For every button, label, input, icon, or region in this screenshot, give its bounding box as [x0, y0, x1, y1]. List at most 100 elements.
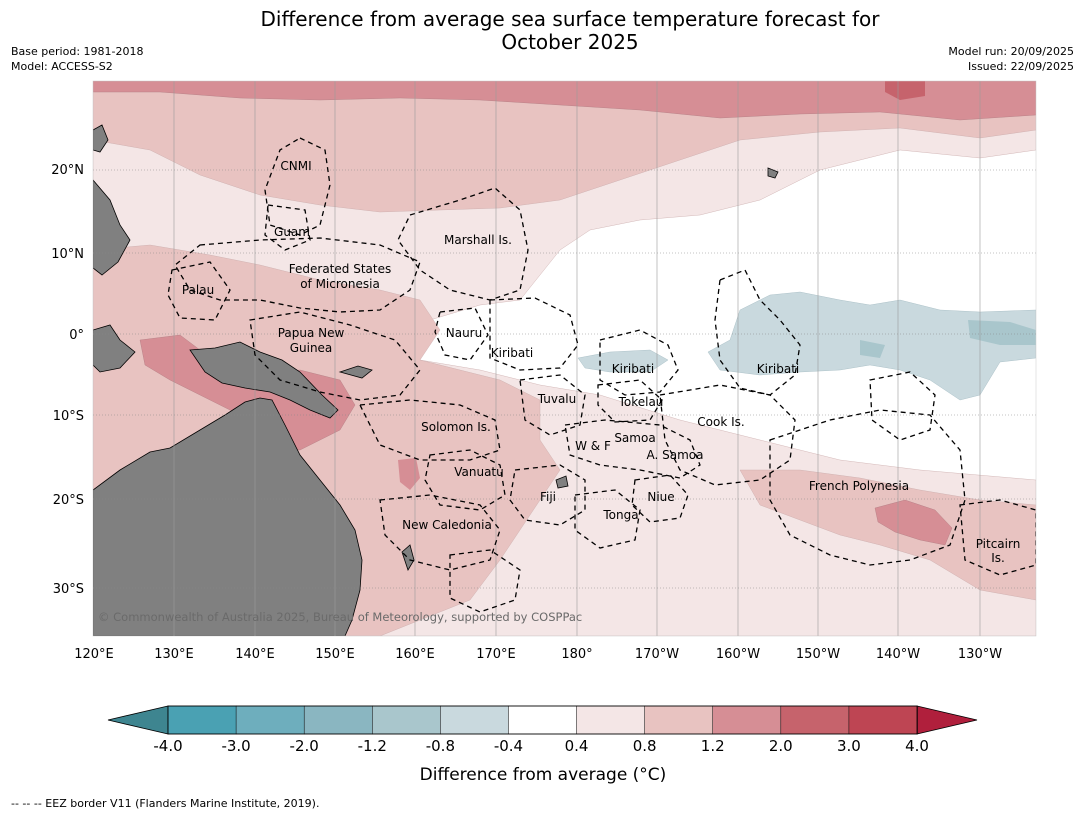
colorbar-tick-label: -0.8: [426, 737, 455, 755]
label-nauru: Nauru: [446, 326, 482, 340]
colorbar-tick-label: -1.2: [358, 737, 387, 755]
colorbar-segment: [644, 705, 714, 735]
map-frame: [92, 80, 1037, 637]
colorbar-tick-label: 1.2: [701, 737, 725, 755]
lon-label-130e: 130°E: [154, 647, 194, 662]
lat-label-20s: 20°S: [53, 493, 84, 508]
eez-kiribati-phoenix: [599, 329, 679, 396]
lon-label-140e: 140°E: [235, 647, 275, 662]
colorbar-tick-label: 0.4: [565, 737, 589, 755]
land-masses: [93, 124, 779, 636]
colorbar-segment: [372, 705, 442, 735]
eez-french-polynesia: [769, 409, 966, 566]
label-new-caledonia: New Caledonia: [402, 518, 492, 532]
colorbar-ticks: -4.0 -3.0 -2.0 -1.2 -0.8 -0.4 0.4 0.8 1.2 2.0 3.0 4…: [153, 737, 929, 755]
colorbar-tick-label: -2.0: [290, 737, 319, 755]
land-new-britain: [338, 365, 373, 379]
copyright-notice: © Commonwealth of Australia 2025, Bureau…: [98, 610, 582, 624]
label-tokelau: Tokelau: [618, 395, 664, 409]
label-cook: Cook Is.: [697, 415, 744, 429]
land-philippines: [93, 179, 131, 276]
colorbar-segment: [440, 705, 510, 735]
label-pitcairn-1: Pitcairn: [976, 537, 1021, 551]
colorbar-segment: [576, 705, 646, 735]
label-fiji: Fiji: [540, 490, 556, 504]
land-australia: [93, 397, 363, 636]
colorbar-segment: [848, 705, 918, 735]
lon-label-170e: 170°E: [476, 647, 516, 662]
eez-tokelau: [597, 379, 663, 423]
latitude-labels: 20°N 10°N 0° 10°S 20°S 30°S: [51, 163, 84, 597]
eez-new-zealand-islands: [449, 549, 521, 613]
label-palau: Palau: [182, 283, 214, 297]
meta-right: Model run: 20/09/2025 Issued: 22/09/2025: [948, 44, 1074, 74]
lon-label-160e: 160°E: [395, 647, 435, 662]
eez-fiji: [509, 464, 586, 526]
colorbar-segments: [167, 705, 918, 735]
lon-label-130w: 130°W: [958, 647, 1002, 662]
eez-fsm: [174, 237, 421, 313]
label-solomon: Solomon Is.: [421, 420, 491, 434]
label-pitcairn-2: Is.: [991, 551, 1005, 565]
colorbar-tick-label: 0.8: [633, 737, 657, 755]
anomaly-cool-mid: [860, 340, 885, 358]
land-hawaii: [767, 167, 779, 179]
lon-label-150e: 150°E: [315, 647, 355, 662]
lon-label-170w: 170°W: [635, 647, 679, 662]
colorbar-tick-label: 4.0: [905, 737, 929, 755]
colorbar-segment: [508, 705, 578, 735]
land-fiji: [555, 475, 569, 489]
eez-marshall: [397, 187, 529, 301]
label-tuvalu: Tuvalu: [537, 392, 577, 406]
label-wallis-futuna: W & F: [575, 439, 611, 453]
label-cnmi: CNMI: [280, 159, 311, 173]
eez-solomon: [358, 399, 501, 461]
title-line-1: Difference from average sea surface temp…: [260, 7, 880, 31]
label-niue: Niue: [647, 490, 674, 504]
land-borneo-sulawesi: [93, 324, 136, 373]
label-fsm-2: of Micronesia: [300, 277, 380, 291]
colorbar-frame: [167, 705, 918, 735]
colorbar-segment: [780, 705, 850, 735]
anomaly-strong-warm-vanuatu: [398, 458, 420, 490]
eez-borders: [167, 137, 1036, 613]
base-period: Base period: 1981-2018: [11, 45, 144, 58]
label-marshall: Marshall Is.: [444, 233, 512, 247]
label-fsm-1: Federated States: [289, 262, 391, 276]
eez-kiribati-gilbert: [489, 297, 579, 371]
eez-pitcairn: [959, 499, 1036, 576]
colorbar-extend-low: [107, 705, 169, 735]
label-kiribati-west: Kiribati: [491, 346, 533, 360]
lat-label-20n: 20°N: [51, 163, 84, 178]
gridlines: [93, 169, 1036, 589]
model-run: Model run: 20/09/2025: [948, 45, 1074, 58]
meta-left: Base period: 1981-2018 Model: ACCESS-S2: [11, 44, 143, 74]
map-plot-area: CNMI Guam Marshall Is. Federated States …: [93, 81, 1036, 636]
anomaly-strong-warm-se: [874, 499, 953, 546]
label-tonga: Tonga: [602, 508, 638, 522]
colorbar-segment: [167, 705, 237, 735]
lon-label-140w: 140°W: [876, 647, 920, 662]
eez-kiribati-line: [714, 269, 801, 396]
colorbar-tick-label: -4.0: [153, 737, 182, 755]
land-taiwan: [93, 124, 109, 153]
eez-tonga: [574, 489, 641, 549]
eez-cnmi: [264, 137, 331, 236]
label-samoa: Samoa: [614, 431, 655, 445]
eez-footnote: -- -- -- EEZ border V11 (Flanders Marine…: [11, 797, 320, 810]
longitude-labels: 120°E 130°E 140°E 150°E 160°E 170°E 180°…: [74, 647, 1002, 662]
lat-label-30s: 30°S: [53, 582, 84, 597]
colorbar-tick-label: -3.0: [221, 737, 250, 755]
colorbar-segment: [235, 705, 305, 735]
colorbar-segment: [303, 705, 374, 735]
land-new-zealand-north: [401, 544, 415, 571]
eez-wallis-samoa: [564, 419, 701, 479]
colorbar: -4.0 -3.0 -2.0 -1.2 -0.8 -0.4 0.4 0.8 1.2 2.0 3.0 4…: [107, 705, 978, 785]
anomaly-cool-east: [968, 320, 1036, 345]
label-kiribati-central: Kiribati: [612, 362, 654, 376]
label-png-2: Guinea: [290, 341, 333, 355]
label-guam: Guam: [274, 225, 310, 239]
colorbar-extend-high: [916, 705, 978, 735]
lon-label-180: 180°: [561, 647, 592, 662]
